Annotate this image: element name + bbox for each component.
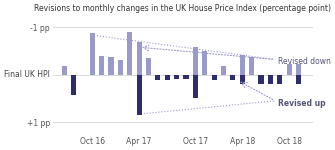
- Bar: [71, 75, 76, 95]
- Bar: [165, 75, 170, 80]
- Bar: [202, 51, 207, 75]
- Bar: [259, 75, 264, 84]
- Bar: [90, 33, 95, 75]
- Bar: [99, 56, 104, 75]
- Bar: [212, 75, 217, 80]
- Bar: [137, 42, 142, 75]
- Bar: [193, 75, 198, 98]
- Bar: [277, 75, 282, 84]
- Bar: [193, 47, 198, 75]
- Bar: [240, 75, 245, 84]
- Bar: [137, 75, 142, 115]
- Text: Revised down: Revised down: [278, 57, 331, 66]
- Bar: [296, 64, 301, 75]
- Bar: [240, 55, 245, 75]
- Bar: [174, 75, 179, 80]
- Bar: [296, 75, 301, 84]
- Bar: [146, 58, 151, 75]
- Bar: [184, 75, 189, 80]
- Bar: [249, 57, 254, 75]
- Text: Revised up: Revised up: [278, 99, 326, 108]
- Bar: [155, 75, 160, 80]
- Bar: [118, 60, 123, 75]
- Bar: [62, 66, 67, 75]
- Bar: [230, 75, 236, 80]
- Text: Final UK HPI: Final UK HPI: [4, 70, 50, 79]
- Bar: [221, 66, 226, 75]
- Title: Revisions to monthly changes in the UK House Price Index (percentage point): Revisions to monthly changes in the UK H…: [34, 4, 331, 13]
- Bar: [268, 75, 273, 84]
- Bar: [127, 32, 132, 75]
- Bar: [109, 57, 114, 75]
- Bar: [287, 64, 292, 75]
